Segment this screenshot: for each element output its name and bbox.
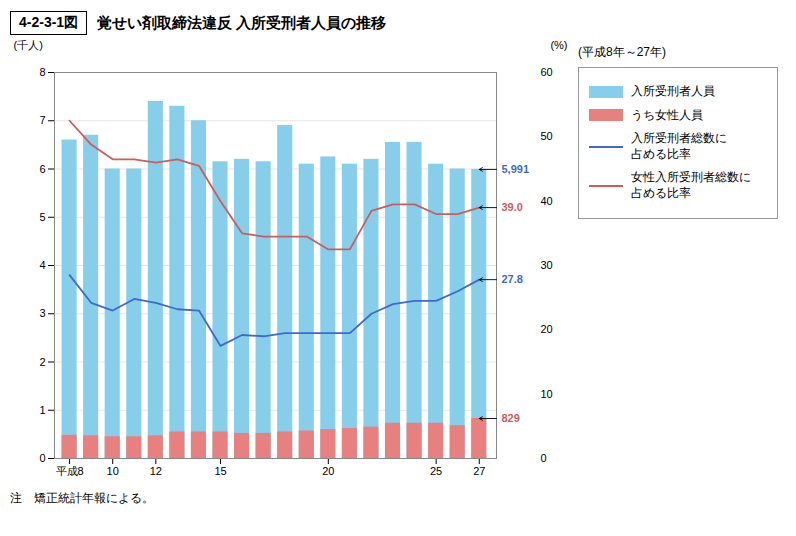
svg-text:5: 5 bbox=[39, 211, 45, 223]
html-text:覚せい剤取締法違反 入所受刑者人員の推移: 覚せい剤取締法違反 入所受刑者人員の推移 bbox=[97, 13, 387, 31]
svg-text:平成8: 平成8 bbox=[56, 465, 84, 477]
svg-text:2: 2 bbox=[39, 356, 45, 368]
svg-text:27: 27 bbox=[473, 465, 485, 477]
html-text:うち女性人員: うち女性人員 bbox=[631, 107, 703, 122]
svg-text:30: 30 bbox=[541, 259, 553, 271]
svg-text:7: 7 bbox=[39, 114, 45, 126]
svg-text:27.8: 27.8 bbox=[502, 273, 523, 285]
svg-text:5,991: 5,991 bbox=[502, 163, 530, 175]
html-text:4-2-3-1図: 4-2-3-1図 bbox=[19, 14, 79, 30]
svg-text:3: 3 bbox=[39, 307, 45, 319]
svg-text:(千人): (千人) bbox=[14, 39, 43, 51]
svg-text:15: 15 bbox=[214, 465, 226, 477]
svg-text:20: 20 bbox=[322, 465, 334, 477]
html-text:(平成8年～27年): (平成8年～27年) bbox=[578, 45, 666, 59]
svg-text:39.0: 39.0 bbox=[502, 201, 523, 213]
svg-text:12: 12 bbox=[150, 465, 162, 477]
svg-text:60: 60 bbox=[541, 66, 553, 78]
svg-text:0: 0 bbox=[39, 452, 45, 464]
svg-text:50: 50 bbox=[541, 130, 553, 142]
svg-text:1: 1 bbox=[39, 404, 45, 416]
svg-text:10: 10 bbox=[107, 465, 119, 477]
svg-text:829: 829 bbox=[502, 412, 520, 424]
svg-text:25: 25 bbox=[430, 465, 442, 477]
svg-text:(%): (%) bbox=[550, 39, 567, 51]
svg-text:6: 6 bbox=[39, 163, 45, 175]
svg-text:40: 40 bbox=[541, 195, 553, 207]
html-text:入所受刑者人員: 入所受刑者人員 bbox=[631, 84, 715, 98]
html-text:注 矯正統計年報による。: 注 矯正統計年報による。 bbox=[10, 491, 154, 505]
html-text:入所受刑者総数に 占める比率: 入所受刑者総数に 占める比率 bbox=[631, 131, 727, 161]
html-text:女性入所受刑者総数に 占める比率: 女性入所受刑者総数に 占める比率 bbox=[631, 170, 751, 200]
svg-text:8: 8 bbox=[39, 66, 45, 78]
svg-text:10: 10 bbox=[541, 388, 553, 400]
svg-text:0: 0 bbox=[541, 452, 547, 464]
svg-text:4: 4 bbox=[39, 259, 45, 271]
svg-text:20: 20 bbox=[541, 323, 553, 335]
